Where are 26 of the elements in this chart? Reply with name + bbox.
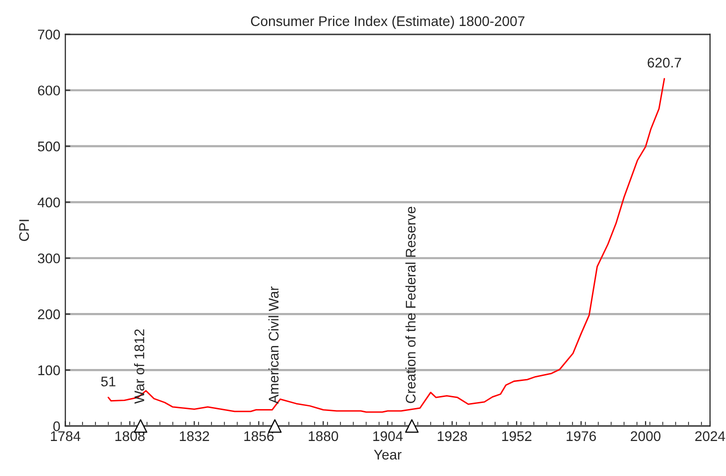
x-tick-label: 1976 (566, 431, 596, 442)
annotation: American Civil War (268, 286, 279, 404)
y-tick-label: 100 (38, 365, 60, 376)
annotation: Creation of the Federal Reserve (405, 206, 416, 404)
y-tick-label: 300 (38, 253, 60, 264)
annotation: War of 1812 (134, 329, 144, 404)
y-axis-title: CPI (19, 220, 30, 242)
x-tick-label: 2024 (695, 431, 726, 442)
y-tick-label: 700 (38, 30, 60, 40)
x-tick-label: 1904 (373, 431, 403, 442)
y-tick-label: 200 (38, 309, 60, 320)
y-tick-label: 600 (38, 86, 60, 96)
x-tick-label: 1832 (180, 431, 210, 442)
data-label: 620.7 (648, 58, 682, 68)
data-label: 51 (101, 376, 116, 386)
y-tick-label: 400 (38, 198, 60, 208)
y-tick-label: 0 (53, 421, 60, 432)
x-tick-label: 1856 (244, 431, 274, 442)
x-tick-label: 1880 (308, 431, 338, 442)
x-tick-label: 1928 (438, 431, 467, 442)
chart-title: Consumer Price Index (Estimate) 1800-2007 (250, 16, 524, 29)
x-tick-label: 1784 (50, 431, 80, 442)
x-tick-label: 2000 (630, 431, 660, 442)
x-axis-title: Year (374, 450, 402, 460)
x-tick-label: 1952 (502, 431, 532, 442)
y-tick-label: 500 (38, 142, 60, 152)
